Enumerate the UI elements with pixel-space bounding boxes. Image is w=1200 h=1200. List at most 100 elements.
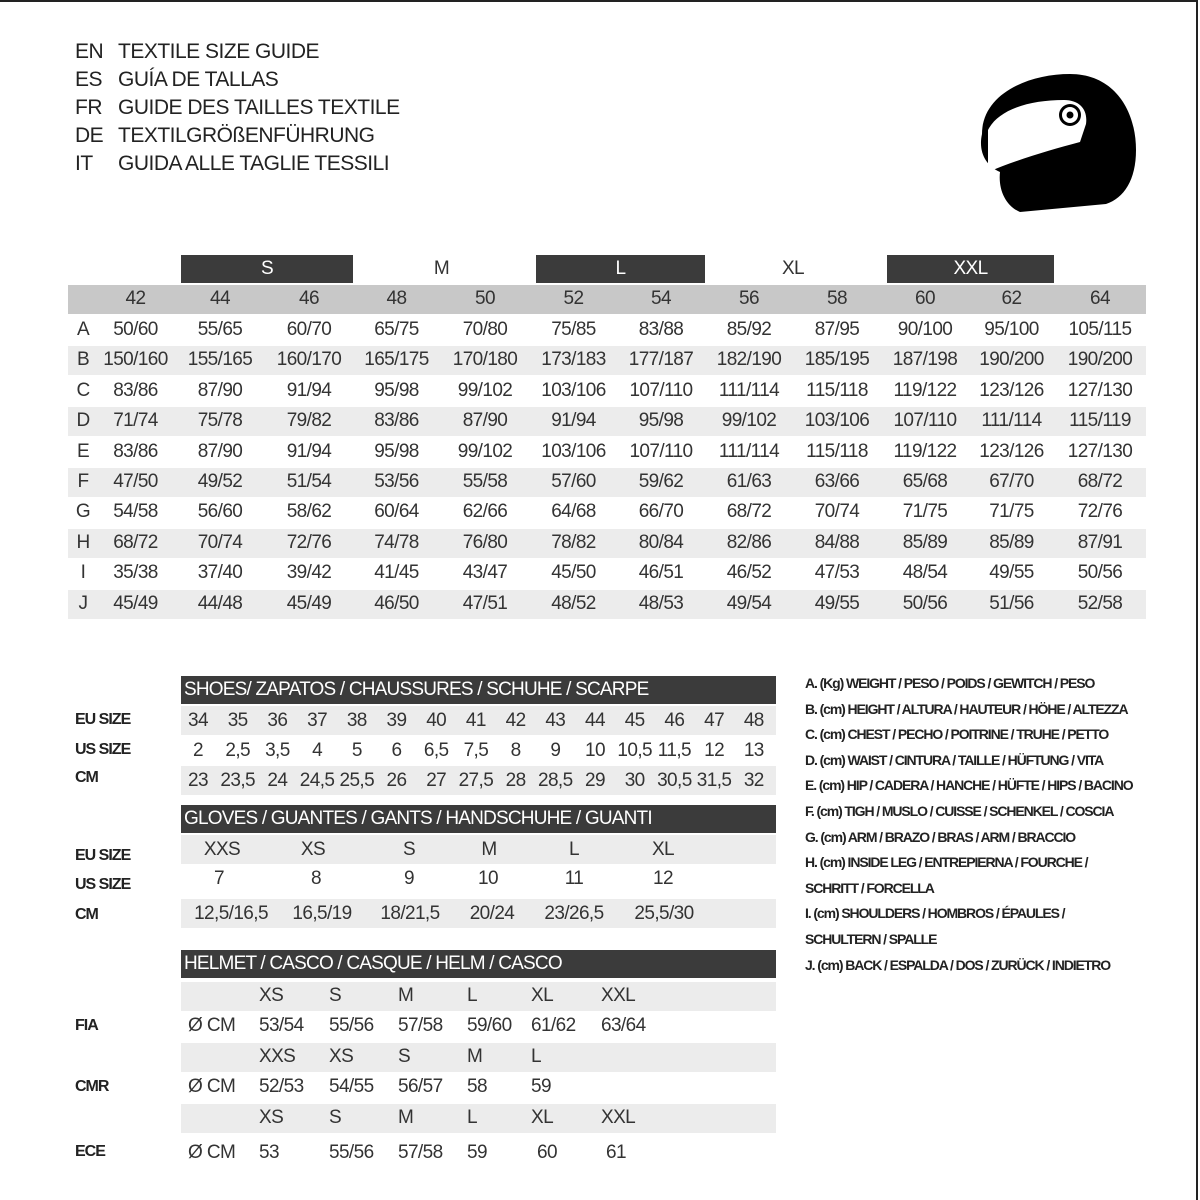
table-cell: 61/63 (726, 471, 772, 492)
helmet-value: 61 (606, 1142, 627, 1163)
row-label: D (76, 410, 90, 432)
shoes-cell: 45 (624, 710, 646, 731)
guide-title: GUIDA ALLE TAGLIE TESSILI (118, 152, 390, 175)
shoes-cell: 40 (426, 710, 447, 731)
table-cell: 76/80 (462, 531, 508, 553)
size-number-row (68, 285, 1146, 314)
table-cell: 79/82 (286, 410, 332, 432)
table-cell: 45/49 (286, 592, 332, 614)
table-cell: 49/55 (989, 562, 1034, 584)
shoes-cell: 48 (743, 710, 765, 731)
table-cell: 95/100 (984, 319, 1039, 340)
table-cell: 111/114 (981, 410, 1042, 432)
table-cell: 190/200 (979, 349, 1044, 371)
table-cell: 103/106 (804, 410, 870, 432)
table-cell: 105/115 (1068, 319, 1132, 340)
language-code: ES (75, 68, 103, 91)
table-cell: 85/89 (902, 531, 948, 553)
shoes-cell: 9 (550, 740, 561, 761)
table-cell: 39/42 (286, 562, 332, 584)
size-group-s: S (181, 255, 353, 283)
shoes-header (181, 676, 776, 704)
helmet-size: XS (329, 1046, 354, 1067)
shoes-cell: 42 (505, 710, 527, 731)
gloves-row-label: CM (75, 906, 99, 923)
row-label: J (78, 592, 89, 614)
table-cell: 87/90 (197, 379, 243, 401)
table-cell: 45/49 (113, 592, 158, 614)
legend-line: H. (cm) INSIDE LEG / ENTREPIERNA / FOURC… (805, 854, 1089, 871)
table-cell: 119/122 (893, 379, 957, 401)
table-cell: 64/68 (551, 501, 596, 523)
table-cell: 115/118 (806, 440, 868, 462)
legend-line: I. (cm) SHOULDERS / HOMBROS / ÉPAULES / (805, 905, 1066, 922)
shoes-cell: 5 (351, 740, 363, 761)
helmet-size-stripe (181, 982, 776, 1011)
table-cell: 85/92 (726, 319, 772, 340)
shoes-cell: 8 (510, 740, 522, 761)
legend-line: J. (cm) BACK / ESPALDA / DOS / ZURÜCK / … (805, 956, 1111, 973)
table-row-stripe (68, 346, 1146, 376)
helmet-value: 57/58 (398, 1142, 443, 1163)
table-cell: 49/52 (197, 471, 243, 492)
gloves-cell: 18/21,5 (380, 903, 440, 924)
row-label: E (76, 440, 90, 462)
table-cell: 95/98 (374, 379, 419, 401)
size-group-xl: XL (781, 258, 805, 279)
table-cell: 127/130 (1067, 440, 1133, 462)
language-code: FR (75, 96, 103, 119)
table-cell: 60/64 (374, 501, 419, 523)
row-label: C (76, 379, 90, 401)
table-cell: 83/86 (113, 379, 158, 401)
shoes-title: SHOES/ ZAPATOS / CHAUSSURES / SCHUHE / S… (184, 679, 649, 700)
table-cell: 85/89 (989, 531, 1034, 553)
table-cell: 74/78 (374, 531, 419, 553)
table-cell: 56/60 (197, 501, 243, 523)
helmet-size-stripe (181, 1043, 776, 1072)
table-cell: 127/130 (1067, 379, 1133, 401)
table-cell: 52/58 (1077, 592, 1123, 614)
legend-line: A. (Kg) WEIGHT / PESO / POIDS / GEWITCH … (805, 675, 1095, 691)
size-number: 58 (827, 288, 848, 309)
gloves-row-stripe (181, 835, 776, 864)
helmet-size: M (398, 985, 414, 1006)
helmet-value: 59/60 (467, 1015, 512, 1036)
language-code: IT (75, 152, 93, 175)
size-number: 60 (915, 288, 936, 309)
gloves-cell: 10 (478, 868, 499, 889)
table-cell: 62/66 (462, 501, 508, 523)
shoes-cell: 10,5 (617, 740, 652, 761)
shoes-cell: 37 (307, 710, 328, 731)
table-cell: 107/110 (629, 440, 693, 462)
table-cell: 185/195 (804, 349, 870, 371)
size-group-l: L (536, 255, 705, 283)
shoes-cell: 27 (426, 770, 447, 791)
table-cell: 115/118 (806, 379, 868, 401)
gloves-cell: 12,5/16,5 (194, 903, 268, 924)
row-label: H (76, 531, 90, 553)
size-group-xxl: XXL (887, 255, 1054, 283)
table-cell: 48/52 (551, 592, 596, 614)
table-cell: 68/72 (726, 501, 772, 523)
guide-title: GUÍA DE TALLAS (118, 68, 279, 91)
table-cell: 44/48 (197, 592, 243, 614)
table-cell: 58/62 (286, 501, 332, 523)
table-cell: 90/100 (897, 319, 953, 340)
helmet-size: L (467, 985, 478, 1006)
table-cell: 99/102 (721, 410, 777, 432)
shoes-cell: 28,5 (538, 770, 573, 791)
table-cell: 72/76 (1077, 501, 1123, 523)
shoes-row-stripe (181, 766, 776, 795)
table-cell: 83/88 (638, 319, 684, 340)
size-number: 50 (475, 288, 496, 309)
gloves-cell: L (569, 839, 580, 860)
table-cell: 83/86 (113, 440, 158, 462)
table-cell: 50/56 (902, 592, 948, 614)
helmet-size: XS (259, 1107, 284, 1128)
gloves-cell: 9 (404, 868, 415, 889)
gloves-cell: 16,5/19 (292, 903, 352, 924)
table-cell: 111/114 (718, 440, 780, 462)
legend-line: G. (cm) ARM / BRAZO / BRAS / ARM / BRACC… (805, 828, 1076, 845)
shoes-cell: 38 (346, 710, 368, 731)
shoes-cell: 31,5 (696, 770, 732, 791)
